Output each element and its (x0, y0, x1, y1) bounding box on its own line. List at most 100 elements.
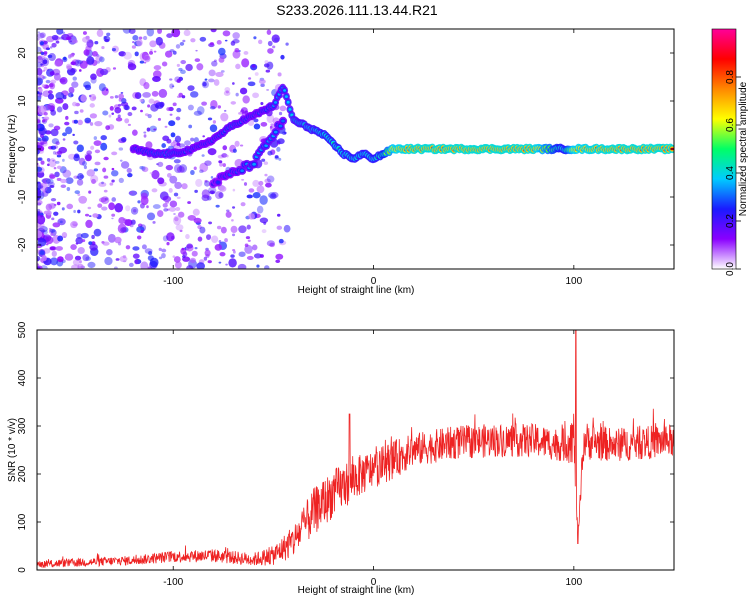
heatmap-cell (199, 169, 204, 174)
heatmap-cell (41, 137, 47, 142)
heatmap-cell (76, 144, 84, 153)
heatmap-cell (84, 84, 92, 91)
heatmap-cell (59, 220, 63, 224)
heatmap-cell (238, 251, 246, 257)
heatmap-cell (50, 145, 57, 150)
heatmap-cell (223, 109, 227, 112)
heatmap-cell (114, 95, 119, 99)
heatmap-cell (188, 124, 193, 129)
heatmap-cell (37, 37, 40, 41)
heatmap-cell (166, 107, 171, 112)
x-tick-label: 0 (371, 276, 377, 287)
heatmap-cell (161, 252, 166, 259)
heatmap-cell (43, 40, 48, 45)
heatmap-cell (113, 266, 118, 269)
heatmap-cell (207, 260, 212, 264)
heatmap-cell (53, 125, 61, 131)
heatmap-cell (48, 123, 54, 128)
heatmap-cell (103, 35, 111, 43)
heatmap-cell (62, 132, 67, 137)
heatmap-cell (146, 29, 155, 37)
heatmap-cell (210, 29, 217, 33)
heatmap-cell (237, 263, 247, 269)
y-tick-label: -20 (17, 237, 28, 252)
heatmap-cell (37, 230, 43, 239)
heatmap-cell (95, 55, 103, 62)
heatmap-cell (37, 31, 41, 34)
heatmap-cell (37, 55, 44, 63)
heatmap-cell (170, 132, 176, 138)
heatmap-cell (37, 119, 41, 124)
heatmap-cell (55, 141, 60, 146)
heatmap-cell (168, 187, 173, 193)
heatmap-cell (139, 51, 148, 62)
heatmap-cell (82, 254, 90, 262)
heatmap-cell (40, 160, 45, 165)
y-tick-label: 300 (17, 417, 28, 434)
heatmap-cell (82, 239, 86, 243)
heatmap-cell (37, 202, 42, 206)
heatmap-cell (132, 91, 139, 99)
heatmap-cell (282, 131, 287, 135)
snr-line (37, 330, 674, 569)
heatmap-cell (204, 180, 211, 187)
heatmap-cell (37, 266, 41, 269)
heatmap-cell (37, 116, 41, 120)
heatmap-cell (124, 105, 130, 111)
heatmap-cell (253, 118, 259, 123)
heatmap-cell (120, 92, 124, 94)
heatmap-cell (165, 201, 170, 204)
heatmap-cell (134, 51, 139, 57)
heatmap-cell (37, 238, 47, 247)
heatmap-cell (215, 204, 220, 208)
heatmap-cell (66, 65, 72, 70)
heatmap-cell (173, 192, 179, 197)
heatmap-cell (45, 79, 51, 84)
heatmap-cell (169, 113, 173, 116)
heatmap-cell (216, 225, 222, 230)
heatmap-cell (197, 236, 203, 242)
heatmap-cell (86, 169, 95, 177)
heatmap-cell (191, 250, 198, 257)
heatmap-cell (158, 88, 168, 98)
heatmap-cell (183, 29, 191, 37)
heatmap-cell (93, 140, 102, 146)
heatmap-cell (94, 149, 101, 154)
heatmap-cell (155, 102, 164, 109)
heatmap-cell (98, 56, 105, 63)
heatmap-cell (225, 90, 229, 94)
heatmap-cell (85, 219, 93, 229)
heatmap-cell (175, 116, 181, 121)
heatmap-cell (144, 55, 150, 61)
colorbar-tick-label: 0.8 (725, 70, 736, 84)
heatmap-cell (235, 92, 239, 97)
heatmap-cell (91, 178, 97, 184)
heatmap-cell (252, 179, 260, 187)
heatmap-cell (65, 126, 73, 135)
heatmap-cell (222, 145, 228, 151)
heatmap-cell (89, 103, 95, 108)
heatmap-cell (132, 41, 135, 44)
heatmap-cell (218, 57, 225, 63)
heatmap-cell (240, 107, 248, 114)
heatmap-cell (74, 255, 82, 261)
heatmap-cell (147, 266, 151, 269)
heatmap-cell (185, 63, 193, 72)
heatmap-cell (42, 69, 46, 72)
heatmap-cell (79, 109, 84, 113)
heatmap-cell (272, 45, 276, 49)
heatmap-cell (259, 217, 269, 224)
heatmap-cell (264, 60, 269, 64)
heatmap-cell (64, 253, 74, 261)
heatmap-cell (42, 43, 50, 50)
heatmap-cell (80, 232, 89, 239)
heatmap-cell (51, 34, 59, 41)
y-tick-label: 200 (17, 465, 28, 482)
heatmap-cell (203, 256, 208, 261)
heatmap-cell (199, 36, 207, 42)
heatmap-cell (140, 261, 149, 269)
heatmap-cell (88, 215, 92, 217)
heatmap-cell (87, 206, 92, 210)
heatmap-cell (145, 141, 153, 149)
heatmap-cell (107, 233, 116, 243)
